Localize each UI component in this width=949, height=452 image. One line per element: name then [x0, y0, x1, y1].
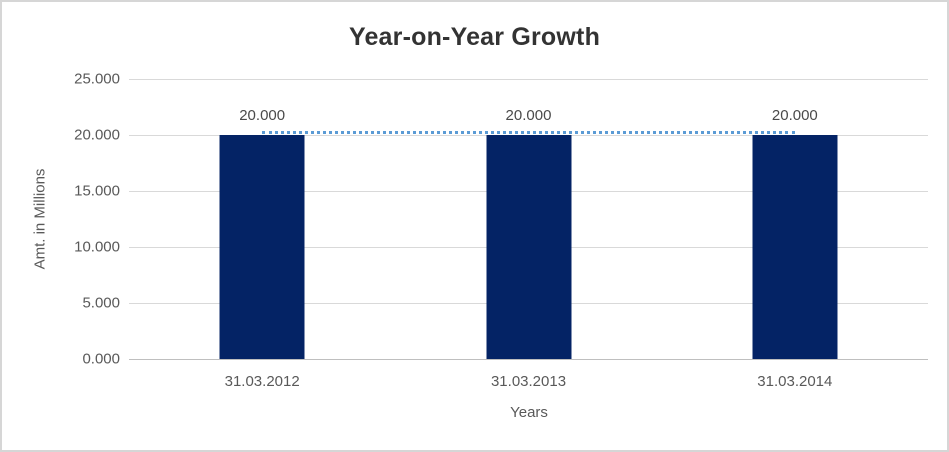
gridline [129, 79, 928, 80]
chart-title: Year-on-Year Growth [348, 23, 601, 51]
y-axis-tick-labels: 0.000 5.000 10.000 15.000 20.000 25.000 [2, 71, 120, 368]
x-tick-label: 31.03.2012 [224, 373, 300, 390]
y-tick-label: 0.000 [82, 350, 120, 368]
bar-data-label: 20.000 [239, 107, 286, 124]
y-tick-label: 25.000 [74, 70, 120, 88]
y-tick-label: 15.000 [74, 182, 120, 200]
bar [752, 135, 838, 359]
x-tick-label: 31.03.2014 [757, 373, 833, 390]
x-tick-label: 31.03.2013 [490, 373, 567, 390]
y-tick-label: 20.000 [74, 126, 120, 144]
bar [486, 135, 571, 359]
gridline [129, 359, 928, 360]
trend-line [262, 131, 795, 134]
bar-data-label: 20.000 [505, 107, 552, 124]
plot-area: 20.000 31.03.2012 20.000 31.03.2013 20.000 31… [129, 79, 928, 390]
bar-data-label: 20.000 [771, 107, 818, 124]
y-tick-label: 5.000 [82, 294, 120, 312]
bar [219, 135, 305, 359]
x-axis-title: Years [510, 404, 548, 421]
y-tick-label: 10.000 [74, 238, 120, 256]
